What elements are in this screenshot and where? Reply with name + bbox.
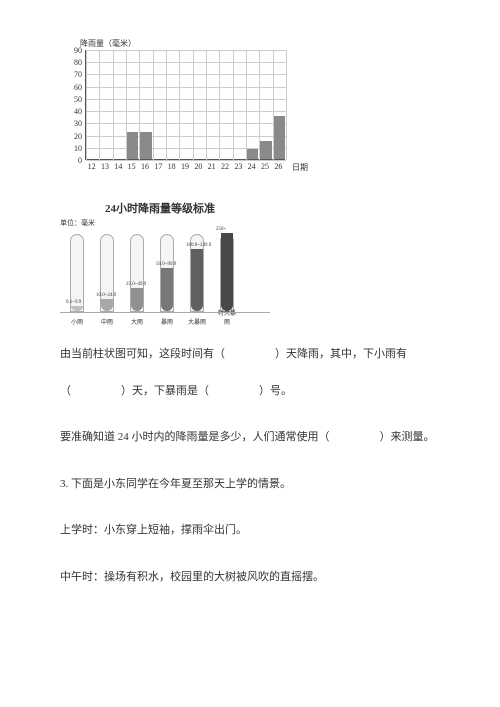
chart2-unit: 单位：毫米 [60,218,440,228]
chart2-plot-area: 0.1~9.9 小雨 10.0~24.9 中雨 25.0~49.9 大雨 50.0~99.9… [60,231,270,326]
grid-line [86,87,286,88]
paragraph-5: 上学时：小东穿上短袖，撑雨伞出门。 [60,516,440,545]
x-tick-label: 25 [261,162,269,171]
y-tick-label: 80 [64,58,82,67]
x-tick-label: 18 [168,162,176,171]
x-tick-label: 20 [194,162,202,171]
grid-line [246,50,247,160]
y-tick-label: 90 [64,46,82,55]
level-range: 25.0~49.9 [126,282,146,287]
grid-line [193,50,194,160]
text-1a: 由当前柱状图可知，这段时间有（ [60,348,225,360]
level-column [130,234,144,312]
question-text-block: 由当前柱状图可知，这段时间有（ ）天降雨，其中，下小雨有 （ ）天，下暴雨是（ ）号。… [60,340,440,592]
grid-line [219,50,220,160]
level-range: 250+ [216,227,226,232]
paragraph-4: 3. 下面是小东同学在今年夏至那天上学的情景。 [60,470,440,499]
grid-line [166,50,167,160]
grid-line [86,74,286,75]
bar [140,132,151,159]
x-tick-label: 26 [274,162,282,171]
level-range: 0.1~9.9 [66,300,81,305]
level-fill [131,288,143,311]
grid-line [206,50,207,160]
paragraph-3: 要准确知道 24 小时内的降雨量是多少，人们通常使用（ ）来测量。 [60,423,440,452]
x-tick-label: 13 [101,162,109,171]
grid-line [99,50,100,160]
text-3b: ）来测量。 [380,431,435,443]
grid-line [86,50,87,160]
grid-line [286,50,287,160]
level-fill [221,233,233,311]
x-tick-label: 22 [221,162,229,171]
chart2-title: 24小时降雨量等级标准 [60,200,260,216]
bar [260,141,271,159]
level-fill [161,268,173,311]
x-tick-label: 14 [114,162,122,171]
grid-line [113,50,114,160]
text-2a: （ [60,385,71,397]
chart1-plot-area: 0102030405060708090121314151617181920212… [85,50,285,160]
level-column [100,234,114,312]
grid-line [153,50,154,160]
chart1-x-title: 日期 [292,162,308,173]
level-column [220,234,234,312]
level-label: 中雨 [97,317,117,326]
x-tick-label: 17 [154,162,162,171]
grid-line [86,50,286,51]
rainfall-level-chart: 24小时降雨量等级标准 单位：毫米 0.1~9.9小雨10.0~24.9中雨25… [60,200,440,320]
y-tick-label: 20 [64,132,82,141]
level-column [160,234,174,312]
text-2b: ）天，下暴雨是（ [121,385,209,397]
level-range: 50.0~99.9 [156,262,176,267]
x-tick-label: 19 [181,162,189,171]
text-2c: ）号。 [259,385,292,397]
level-label: 大雨 [127,317,147,326]
y-tick-label: 30 [64,119,82,128]
level-fill [71,306,83,311]
text-3a: 要准确知道 24 小时内的降雨量是多少，人们通常使用（ [60,431,330,443]
grid-line [179,50,180,160]
y-tick-label: 50 [64,95,82,104]
grid-line [233,50,234,160]
grid-line [86,111,286,112]
level-label: 特大暴雨 [217,308,237,326]
chart1-y-title: 降雨量（毫米） [80,38,136,49]
level-label: 小雨 [67,317,87,326]
y-tick-label: 10 [64,144,82,153]
y-tick-label: 0 [64,156,82,165]
grid-line [86,160,286,161]
x-tick-label: 23 [234,162,242,171]
paragraph-6: 中午时：操场有积水，校园里的大树被风吹的直摇摆。 [60,563,440,592]
bar [127,132,138,159]
level-label: 大暴雨 [187,317,207,326]
y-tick-label: 40 [64,107,82,116]
grid-line [86,99,286,100]
rainfall-bar-chart: 降雨量（毫米） 01020304050607080901213141516171… [60,40,440,180]
x-tick-label: 12 [88,162,96,171]
bar [247,149,258,159]
level-fill [191,249,203,311]
chart2-baseline [60,312,270,313]
grid-line [86,62,286,63]
grid-line [86,136,286,137]
x-tick-label: 21 [208,162,216,171]
x-tick-label: 24 [248,162,256,171]
grid-line [86,123,286,124]
y-tick-label: 60 [64,83,82,92]
x-tick-label: 15 [128,162,136,171]
level-label: 暴雨 [157,317,177,326]
paragraph-2: （ ）天，下暴雨是（ ）号。 [60,377,440,406]
text-1b: ）天降雨，其中，下小雨有 [275,348,407,360]
level-range: 10.0~24.9 [96,293,116,298]
x-tick-label: 16 [141,162,149,171]
y-tick-label: 70 [64,70,82,79]
bar [274,116,285,159]
level-fill [101,299,113,311]
level-range: 100.0~249.9 [186,243,211,248]
paragraph-1: 由当前柱状图可知，这段时间有（ ）天降雨，其中，下小雨有 [60,340,440,369]
